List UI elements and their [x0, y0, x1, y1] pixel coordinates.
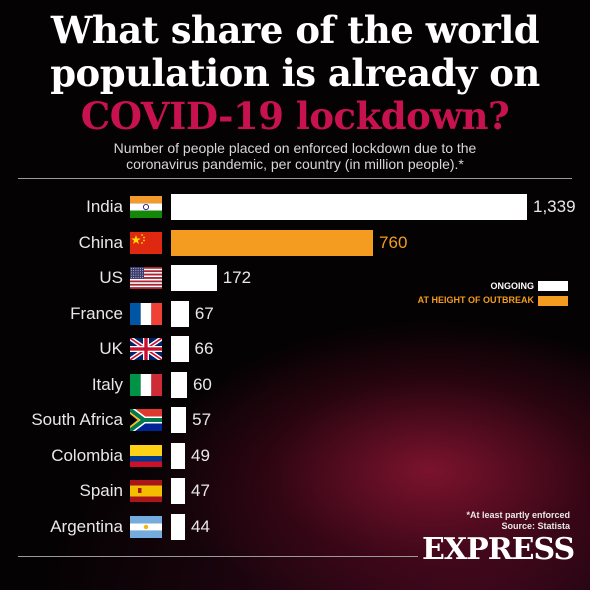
- bar-spain: [171, 478, 185, 504]
- country-label-france: France: [70, 303, 123, 323]
- subtitle-line-2: coronavirus pandemic, per country (in mi…: [126, 156, 464, 172]
- legend-label-height-of-outbreak: AT HEIGHT OF OUTBREAK: [417, 295, 534, 305]
- headline-line-1: What share of the world: [50, 8, 540, 52]
- bar-argentina: [171, 513, 185, 540]
- china-flag-icon: [130, 231, 162, 254]
- value-label-colombia: 49: [191, 445, 210, 465]
- bar-france: [171, 300, 189, 327]
- bar-colombia: [171, 442, 185, 469]
- colombia-flag-icon: [130, 444, 162, 467]
- value-label-france: 67: [194, 303, 214, 323]
- country-label-italy: Italy: [91, 374, 123, 394]
- subtitle: Number of people placed on enforced lock…: [0, 140, 590, 172]
- bar-italy: [171, 371, 187, 398]
- south-africa-flag-icon: [130, 409, 162, 431]
- subtitle-line-1: Number of people placed on enforced lock…: [113, 140, 477, 156]
- france-flag-icon: [130, 302, 162, 325]
- value-label-south-africa: 57: [192, 410, 212, 429]
- country-label-china: China: [78, 232, 123, 252]
- uk-flag-icon: [130, 338, 162, 360]
- country-label-colombia: Colombia: [51, 445, 123, 465]
- bar-uk: [171, 336, 189, 362]
- bar-india: [171, 194, 527, 220]
- value-label-china: 760: [379, 232, 408, 252]
- value-label-italy: 60: [192, 374, 212, 394]
- country-label-south-africa: South Africa: [31, 410, 123, 429]
- country-label-argentina: Argentina: [50, 516, 123, 536]
- legend-label-ongoing: ONGOING: [490, 281, 534, 291]
- value-label-uk: 66: [194, 339, 214, 358]
- source-note: Source: Statista: [501, 521, 570, 531]
- legend-swatch-ongoing: [538, 281, 568, 291]
- country-label-india: India: [86, 197, 123, 216]
- argentina-flag-icon: [130, 515, 162, 538]
- headline-line-3: COVID-19 lockdown?: [80, 94, 510, 138]
- value-label-india: 1,339: [533, 197, 576, 216]
- top-divider: [18, 178, 572, 179]
- bar-us: [171, 265, 217, 291]
- bar-south-africa: [171, 407, 187, 433]
- italy-flag-icon: [130, 373, 162, 396]
- value-label-us: 172: [222, 268, 252, 287]
- bottom-divider: [18, 556, 418, 557]
- country-label-uk: UK: [99, 339, 123, 358]
- country-label-spain: Spain: [79, 481, 123, 500]
- legend-swatch-height-of-outbreak: [538, 296, 568, 306]
- headline-line-2: population is already on: [50, 51, 540, 95]
- india-flag-icon: [130, 196, 162, 218]
- express-logo: EXPRESS: [422, 532, 575, 567]
- value-label-spain: 47: [191, 481, 210, 500]
- value-label-argentina: 44: [191, 516, 210, 536]
- us-flag-icon: [130, 267, 162, 289]
- spain-flag-icon: [130, 480, 162, 502]
- country-label-us: US: [99, 268, 123, 287]
- bar-china: [171, 229, 374, 256]
- footnote: *At least partly enforced: [466, 510, 570, 520]
